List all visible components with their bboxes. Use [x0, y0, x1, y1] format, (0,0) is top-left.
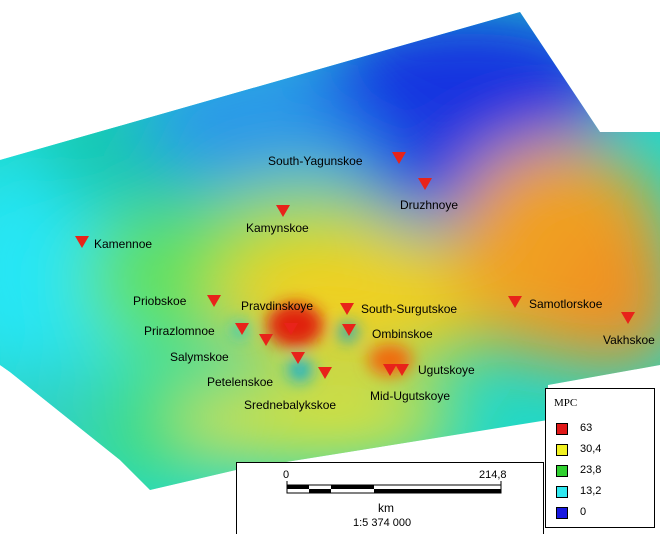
legend-value: 63: [580, 422, 593, 434]
field-label-srednebalykskoe: Srednebalykskoe: [244, 398, 337, 412]
legend-value: 0: [580, 506, 587, 518]
field-label-petelenskoe: Petelenskoe: [207, 375, 274, 389]
legend-title: MPC: [554, 397, 578, 409]
legend: MPC 63 30,4 23,8 13,2 0: [545, 388, 655, 528]
legend-swatch: [556, 423, 568, 435]
field-marker-prirazlomnoe[interactable]: [235, 323, 249, 335]
field-marker-mid-ugutskoye[interactable]: [383, 364, 397, 376]
field-label-south-surgutskoe: South-Surgutskoe: [361, 302, 458, 316]
legend-value: 30,4: [580, 443, 602, 455]
field-label-south-yagunskoe: South-Yagunskoe: [268, 154, 363, 168]
legend-value: 23,8: [580, 464, 602, 476]
scale-end-label: 214,8: [479, 469, 507, 481]
field-marker-priobskoe[interactable]: [207, 295, 221, 307]
field-marker-srednebalykskoe[interactable]: [318, 367, 332, 379]
field-label-druzhnoye: Druzhnoye: [400, 198, 459, 212]
scale-ratio-label: 1:5 374 000: [353, 517, 412, 529]
field-label-priobskoe: Priobskoe: [133, 294, 187, 308]
scale-ruler: [286, 481, 502, 494]
field-label-prirazlomnoe: Prirazlomnoe: [144, 324, 215, 338]
field-label-vakhskoe: Vakhskoe: [603, 333, 655, 347]
field-marker-salymskoe[interactable]: [259, 334, 273, 346]
legend-swatch: [556, 507, 568, 519]
field-label-samotlorskoe: Samotlorskoe: [529, 297, 603, 311]
field-marker-ugutskoye[interactable]: [395, 364, 409, 376]
field-label-ugutskoye: Ugutskoye: [418, 363, 475, 377]
field-marker-kamynskoe[interactable]: [276, 205, 290, 217]
field-label-pravdinskoye: Pravdinskoye: [241, 299, 314, 313]
scale-start-label: 0: [283, 469, 290, 481]
field-marker-petelenskoe[interactable]: [291, 352, 305, 364]
field-label-salymskoe: Salymskoe: [170, 350, 229, 364]
field-label-mid-ugutskoye: Mid-Ugutskoye: [370, 389, 451, 403]
field-marker-kamennoe[interactable]: [75, 236, 89, 248]
field-marker-ombinskoe[interactable]: [342, 324, 356, 336]
field-marker-pravdinskoye[interactable]: [284, 323, 298, 335]
legend-swatch: [556, 465, 568, 477]
legend-value: 13,2: [580, 485, 602, 497]
scale-bar: 0 214,8 km 1:5 374 000: [236, 462, 544, 534]
field-marker-druzhnoye[interactable]: [418, 178, 432, 190]
field-label-kamennoe: Kamennoe: [94, 237, 153, 251]
field-marker-south-yagunskoe[interactable]: [392, 152, 406, 164]
field-label-ombinskoe: Ombinskoe: [372, 327, 433, 341]
field-marker-samotlorskoe[interactable]: [508, 296, 522, 308]
field-marker-south-surgutskoe[interactable]: [340, 303, 354, 315]
legend-swatch: [556, 444, 568, 456]
scale-unit-label: km: [378, 501, 394, 515]
field-label-kamynskoe: Kamynskoe: [246, 221, 309, 235]
legend-swatch: [556, 486, 568, 498]
field-marker-vakhskoe[interactable]: [621, 312, 635, 324]
